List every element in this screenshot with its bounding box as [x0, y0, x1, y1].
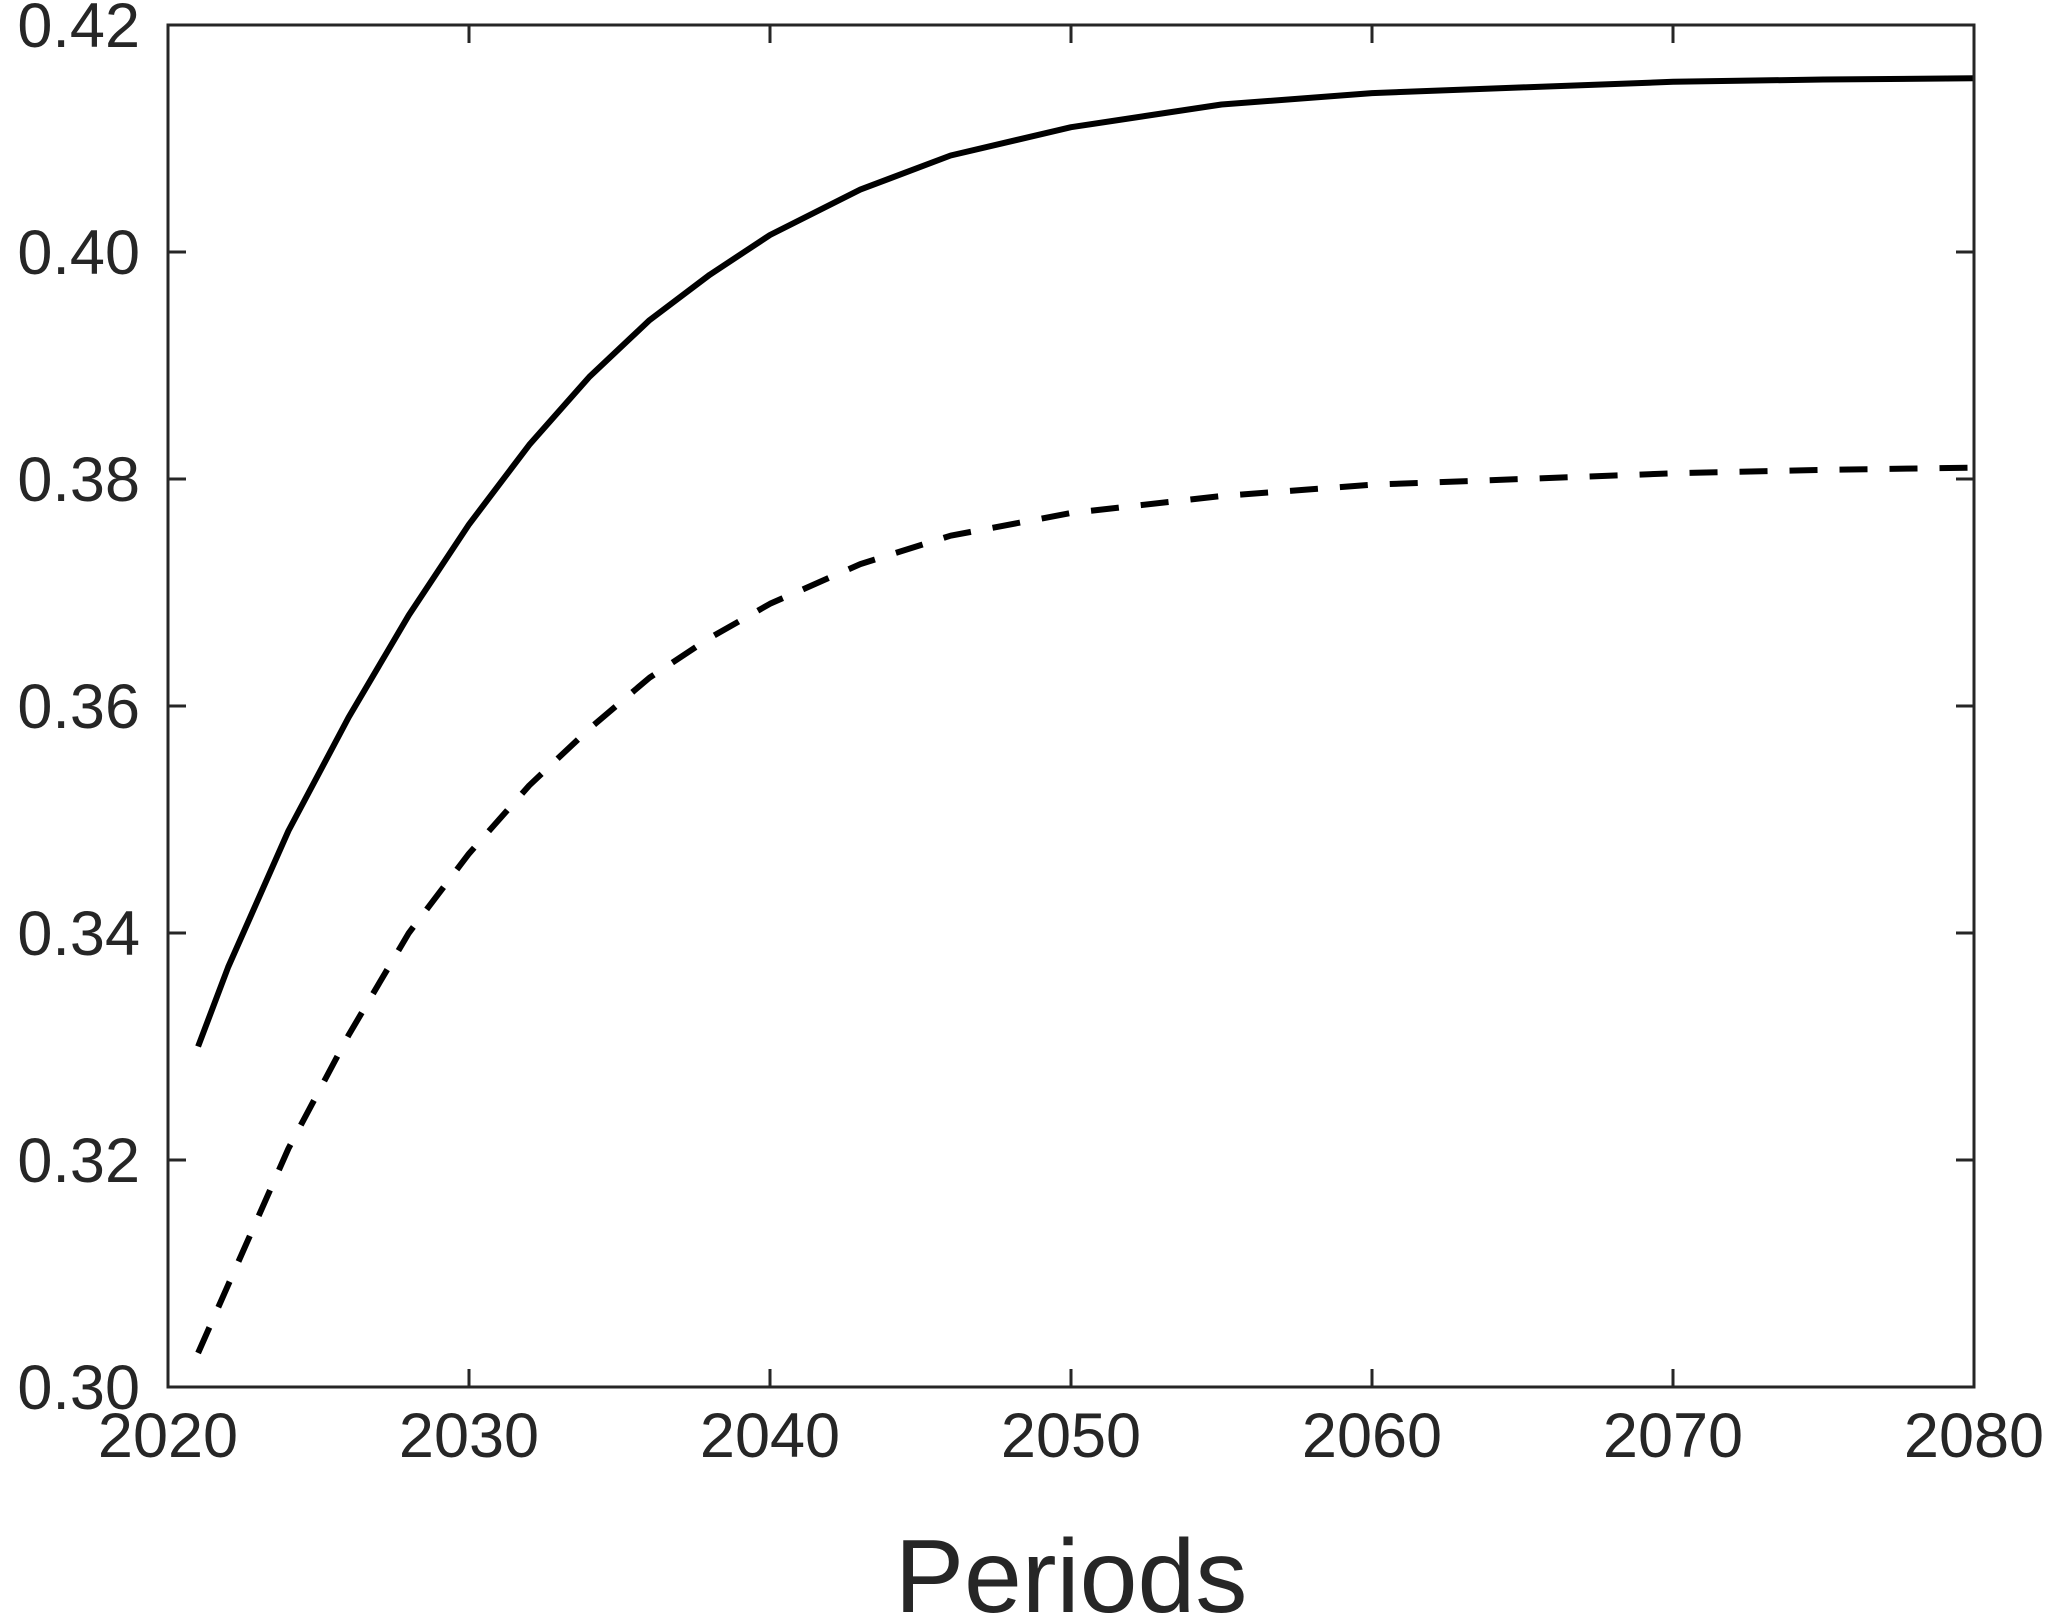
x-tick-label: 2050 [1001, 1401, 1141, 1471]
x-tick-labels: 2020 2030 2040 2050 2060 2070 2080 [98, 1401, 2044, 1471]
y-tick-label: 0.32 [17, 1126, 140, 1196]
x-tick-label: 2040 [700, 1401, 840, 1471]
x-tick-label: 2080 [1904, 1401, 2044, 1471]
y-tick-label: 0.40 [17, 218, 140, 288]
y-tick-label: 0.42 [17, 0, 140, 61]
y-tick-label: 0.36 [17, 672, 140, 742]
series-line-dashed [195, 464, 1975, 1355]
y-tick-label: 0.38 [17, 445, 140, 515]
y-tick-labels: 0.30 0.32 0.34 0.36 0.38 0.40 0.42 [17, 0, 140, 1423]
plot-background [168, 25, 1974, 1387]
series-layer [195, 75, 1975, 1355]
x-axis-title: Periods [895, 1519, 1248, 1623]
series-line-solid [195, 75, 1975, 1048]
x-tick-label: 2030 [399, 1401, 539, 1471]
x-tick-label: 2060 [1302, 1401, 1442, 1471]
x-tick-label: 2020 [98, 1401, 238, 1471]
y-tick-label: 0.30 [17, 1353, 140, 1423]
plot-frame [166, 23, 1976, 1389]
x-tick-label: 2070 [1603, 1401, 1743, 1471]
y-tick-label: 0.34 [17, 899, 140, 969]
